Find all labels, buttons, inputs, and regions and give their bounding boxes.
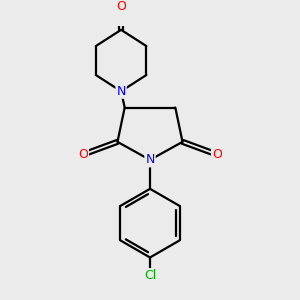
Text: N: N [145, 153, 155, 167]
Text: O: O [212, 148, 222, 161]
Text: Cl: Cl [144, 269, 156, 282]
Text: N: N [116, 85, 126, 98]
Text: O: O [116, 0, 126, 13]
Text: O: O [78, 148, 88, 161]
